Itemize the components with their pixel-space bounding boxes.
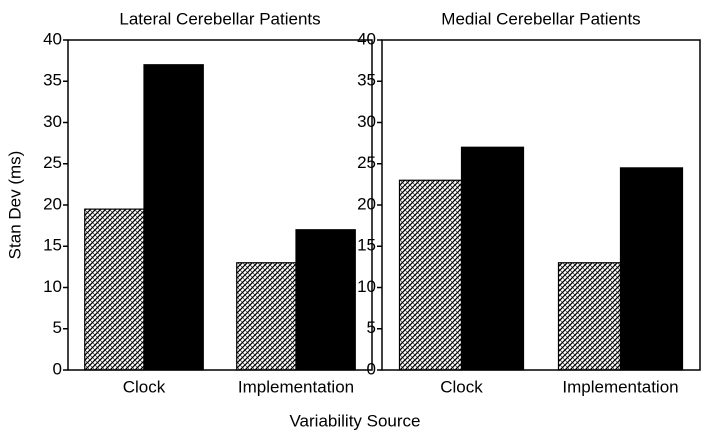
chart-title: Medial Cerebellar Patients <box>441 9 640 28</box>
y-tick-label: 15 <box>357 236 376 255</box>
x-tick-label: Implementation <box>238 377 354 396</box>
y-axis-label: Stan Dev (ms) <box>5 151 24 260</box>
y-tick-label: 0 <box>367 359 376 378</box>
y-tick-label: 20 <box>43 194 62 213</box>
y-tick-label: 25 <box>43 153 62 172</box>
bar <box>84 208 145 371</box>
y-tick-label: 40 <box>357 29 376 48</box>
y-tick-label: 15 <box>43 236 62 255</box>
y-tick-label: 35 <box>357 71 376 90</box>
bar <box>460 146 525 371</box>
bar <box>619 167 684 371</box>
x-tick-label: Implementation <box>562 377 678 396</box>
x-tick-label: Clock <box>440 377 483 396</box>
bar <box>236 262 297 371</box>
y-tick-label: 20 <box>357 194 376 213</box>
y-tick-label: 30 <box>43 112 62 131</box>
y-tick-label: 0 <box>53 359 62 378</box>
y-tick-label: 35 <box>43 71 62 90</box>
x-tick-label: Clock <box>123 377 166 396</box>
plot-frame <box>67 39 373 371</box>
plot-frame <box>381 39 701 371</box>
y-tick-label: 40 <box>43 29 62 48</box>
y-tick-label: 25 <box>357 153 376 172</box>
chart-title: Lateral Cerebellar Patients <box>119 9 320 28</box>
y-tick-label: 5 <box>53 318 62 337</box>
y-tick-label: 10 <box>43 277 62 296</box>
x-axis-label: Variability Source <box>289 411 420 430</box>
bar <box>398 179 463 371</box>
y-tick-label: 10 <box>357 277 376 296</box>
bar <box>557 262 622 371</box>
y-tick-label: 30 <box>357 112 376 131</box>
bar <box>295 229 356 371</box>
bar <box>143 64 204 371</box>
y-tick-label: 5 <box>367 318 376 337</box>
